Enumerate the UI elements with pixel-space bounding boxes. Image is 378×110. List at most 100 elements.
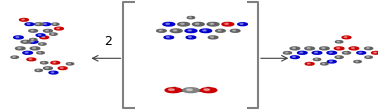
Circle shape (364, 47, 373, 50)
Circle shape (29, 38, 37, 41)
Circle shape (29, 59, 32, 60)
Circle shape (185, 29, 197, 33)
Circle shape (30, 47, 40, 50)
Circle shape (344, 52, 347, 53)
Circle shape (40, 62, 48, 64)
Circle shape (356, 61, 358, 62)
Circle shape (297, 51, 307, 54)
Circle shape (322, 63, 325, 64)
Circle shape (327, 60, 336, 63)
Circle shape (208, 36, 218, 39)
Circle shape (170, 29, 182, 33)
Circle shape (50, 33, 57, 35)
Circle shape (189, 37, 191, 38)
Circle shape (200, 29, 212, 33)
Circle shape (16, 37, 19, 38)
Circle shape (39, 52, 41, 53)
Circle shape (342, 36, 351, 39)
Circle shape (54, 27, 64, 30)
Circle shape (207, 22, 219, 26)
Circle shape (307, 63, 310, 64)
Circle shape (183, 88, 199, 93)
Circle shape (169, 89, 174, 91)
Circle shape (163, 22, 175, 26)
Circle shape (37, 52, 44, 54)
Circle shape (352, 48, 354, 49)
Circle shape (222, 22, 234, 26)
Circle shape (181, 23, 184, 24)
Circle shape (335, 41, 343, 43)
Circle shape (342, 52, 350, 54)
Text: 2: 2 (105, 35, 112, 48)
Circle shape (305, 62, 314, 65)
Circle shape (359, 52, 362, 53)
Circle shape (186, 36, 196, 39)
Circle shape (173, 30, 177, 31)
Circle shape (165, 88, 181, 93)
Circle shape (290, 47, 300, 50)
Circle shape (39, 43, 46, 45)
Circle shape (11, 56, 19, 58)
Circle shape (21, 40, 31, 43)
Circle shape (27, 58, 36, 61)
Circle shape (188, 30, 192, 31)
Circle shape (178, 22, 189, 26)
Circle shape (210, 23, 214, 24)
Circle shape (337, 41, 339, 42)
Circle shape (335, 47, 344, 50)
Circle shape (37, 70, 39, 71)
Circle shape (211, 37, 214, 38)
Circle shape (372, 51, 378, 54)
Circle shape (313, 58, 321, 61)
Circle shape (164, 36, 174, 39)
Circle shape (327, 51, 336, 54)
Circle shape (284, 52, 291, 54)
Circle shape (33, 48, 36, 49)
Circle shape (25, 23, 34, 26)
Circle shape (51, 72, 54, 73)
Circle shape (23, 51, 33, 54)
Circle shape (335, 56, 343, 58)
Circle shape (329, 52, 332, 53)
Circle shape (40, 43, 43, 44)
Circle shape (166, 37, 169, 38)
Circle shape (31, 30, 34, 31)
Circle shape (305, 47, 314, 50)
Circle shape (233, 30, 235, 31)
Circle shape (293, 48, 295, 49)
Circle shape (215, 29, 225, 32)
Circle shape (42, 62, 45, 63)
Circle shape (307, 48, 310, 49)
Circle shape (31, 39, 34, 40)
Circle shape (231, 29, 240, 32)
Circle shape (46, 30, 48, 31)
Circle shape (330, 61, 332, 62)
Circle shape (357, 51, 366, 54)
Circle shape (314, 52, 318, 53)
Circle shape (365, 56, 372, 58)
Circle shape (290, 56, 299, 59)
Circle shape (156, 29, 166, 32)
Circle shape (52, 23, 59, 25)
Circle shape (29, 29, 37, 32)
Circle shape (28, 40, 38, 43)
Circle shape (218, 30, 221, 31)
Circle shape (285, 52, 288, 53)
Circle shape (225, 23, 228, 24)
Circle shape (57, 28, 59, 29)
Circle shape (238, 23, 247, 26)
Circle shape (354, 61, 361, 63)
Circle shape (53, 62, 56, 63)
Circle shape (203, 30, 206, 31)
Circle shape (42, 37, 45, 38)
Circle shape (367, 48, 369, 49)
Circle shape (36, 34, 45, 37)
Circle shape (374, 52, 376, 53)
Circle shape (201, 88, 217, 93)
Circle shape (40, 36, 49, 39)
Circle shape (18, 48, 21, 49)
Circle shape (34, 23, 43, 26)
Circle shape (192, 22, 204, 26)
Circle shape (187, 89, 192, 91)
Circle shape (204, 89, 210, 91)
